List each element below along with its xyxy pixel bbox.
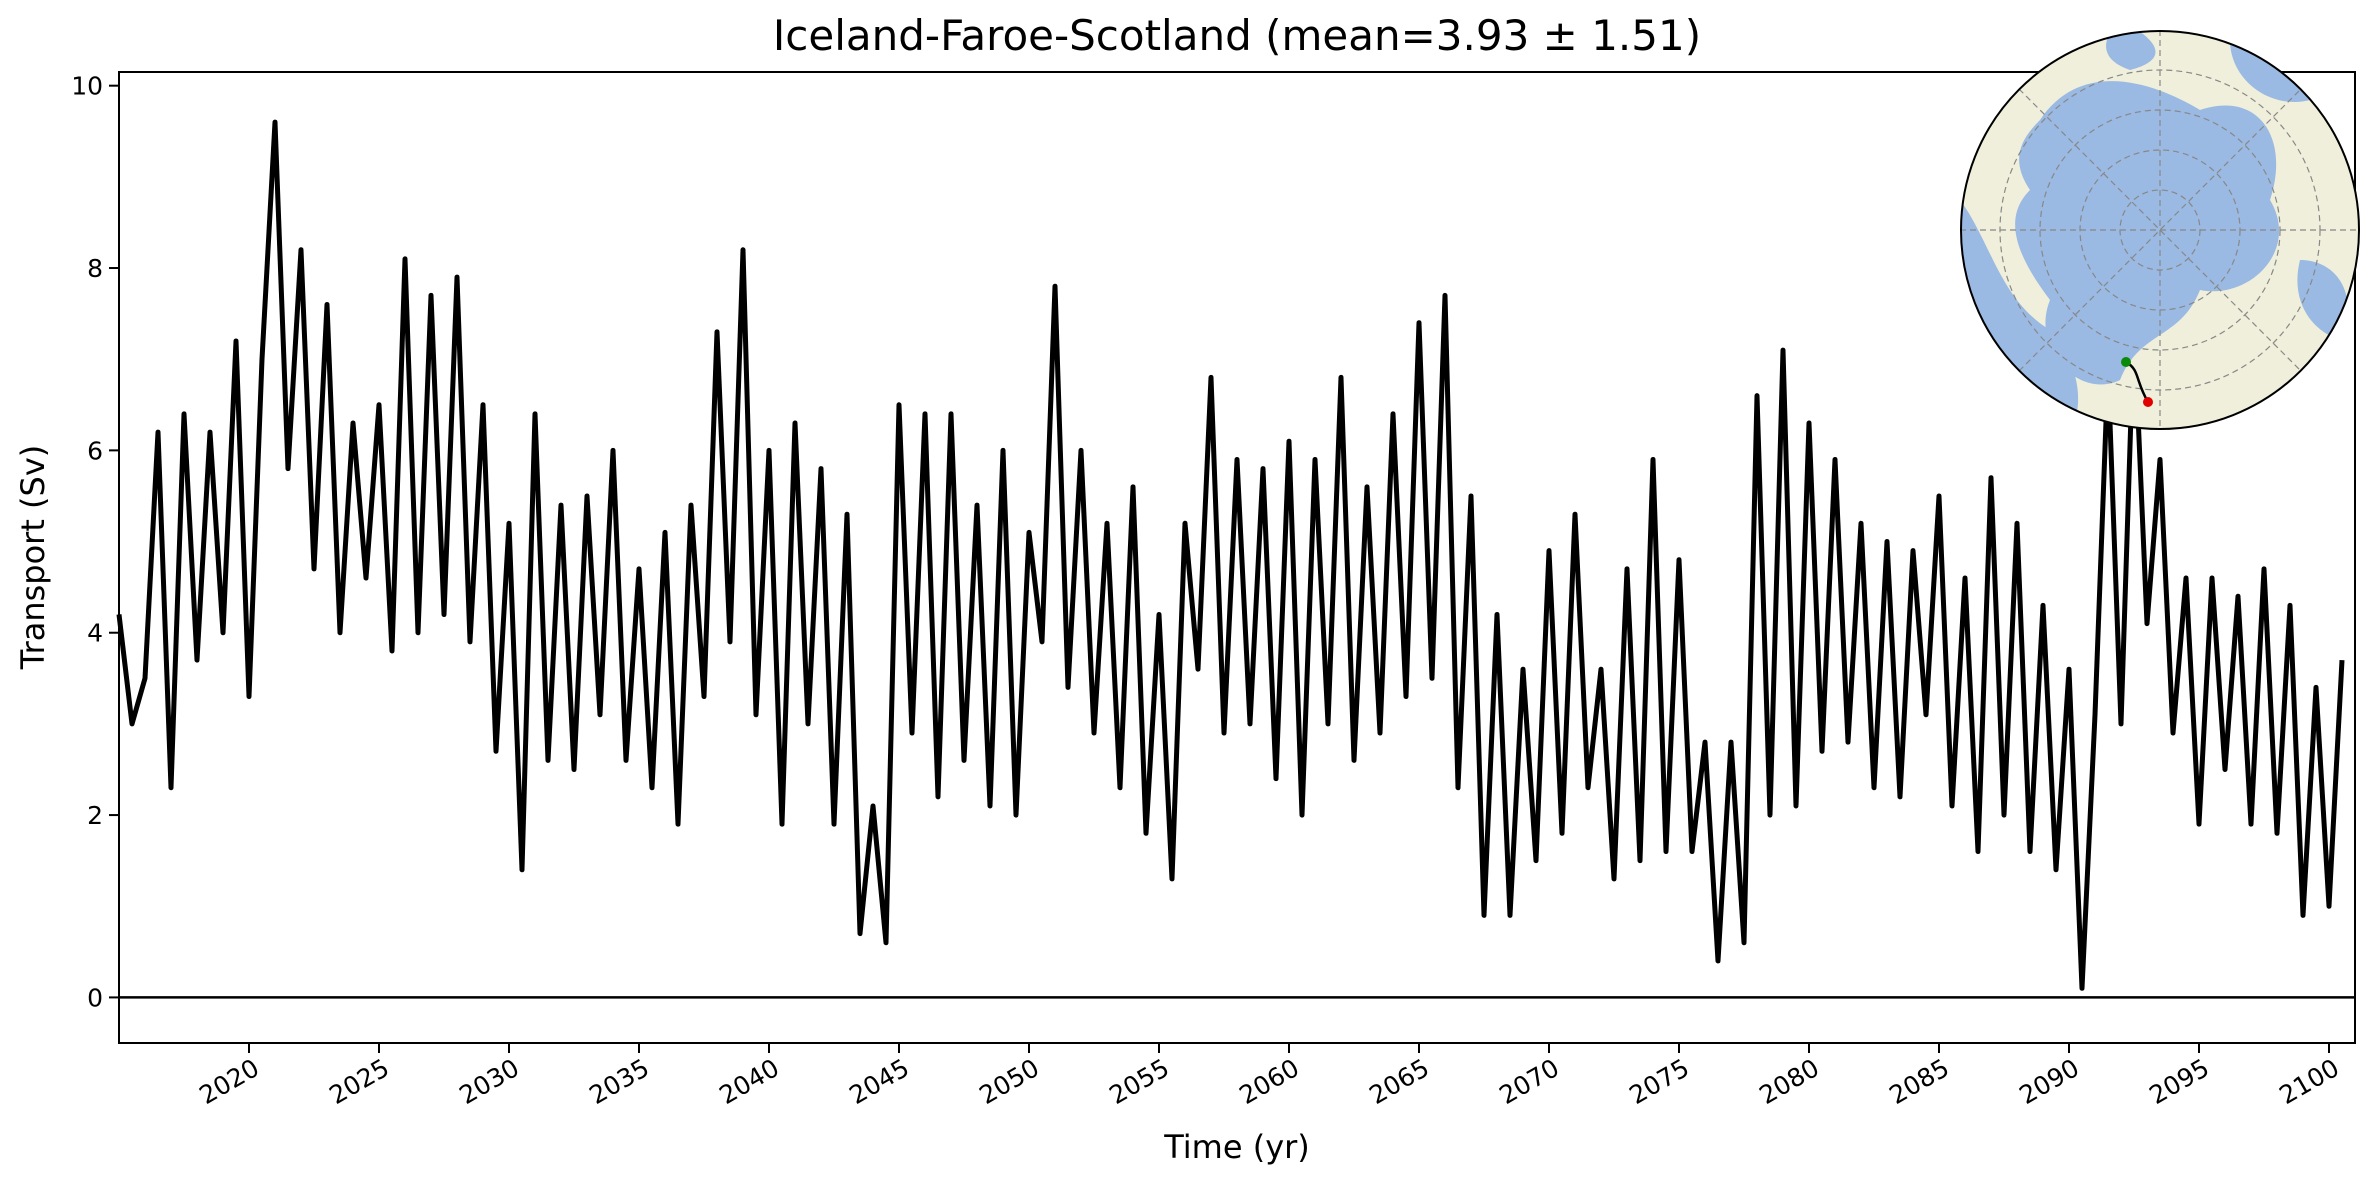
x-tick-label: 2050: [974, 1053, 1044, 1110]
y-tick-label: 2: [87, 801, 103, 830]
x-tick-label: 2040: [714, 1053, 784, 1110]
x-tick-label: 2055: [1104, 1053, 1174, 1110]
x-tick-label: 2065: [1364, 1053, 1434, 1110]
map-end-point: [2143, 397, 2153, 407]
x-tick-label: 2060: [1234, 1053, 1304, 1110]
x-tick-label: 2090: [2014, 1053, 2084, 1110]
x-tick-label: 2070: [1494, 1053, 1564, 1110]
y-tick-label: 4: [87, 619, 103, 648]
x-tick-label: 2095: [2144, 1053, 2214, 1110]
chart-title: Iceland-Faroe-Scotland (mean=3.93 ± 1.51…: [773, 11, 1701, 60]
axes-frame: [118, 71, 2356, 1044]
y-tick-label: 10: [71, 72, 103, 101]
x-tick-label: 2025: [324, 1053, 394, 1110]
x-tick-label: 2035: [584, 1053, 654, 1110]
x-tick-label: 2030: [454, 1053, 524, 1110]
map-graticule: [1961, 31, 2359, 429]
map-start-point: [2121, 357, 2131, 367]
map-ocean: [1961, 31, 2348, 429]
x-tick-label: 2045: [844, 1053, 914, 1110]
data-line: [116, 119, 2345, 991]
x-tick-label: 2085: [1884, 1053, 1954, 1110]
x-tick-label: 2100: [2274, 1053, 2344, 1110]
inset-map: [1960, 30, 2360, 430]
y-tick-label: 8: [87, 254, 103, 283]
x-tick-label: 2080: [1754, 1053, 1824, 1110]
x-tick-label: 2020: [194, 1053, 264, 1110]
x-tick-label: 2075: [1624, 1053, 1694, 1110]
x-axis-label: Time (yr): [1163, 1128, 1310, 1166]
map-border: [1960, 30, 2360, 430]
y-tick-label: 0: [87, 983, 103, 1012]
y-tick-label: 6: [87, 436, 103, 465]
y-axis-label: Transport (Sv): [14, 445, 52, 671]
